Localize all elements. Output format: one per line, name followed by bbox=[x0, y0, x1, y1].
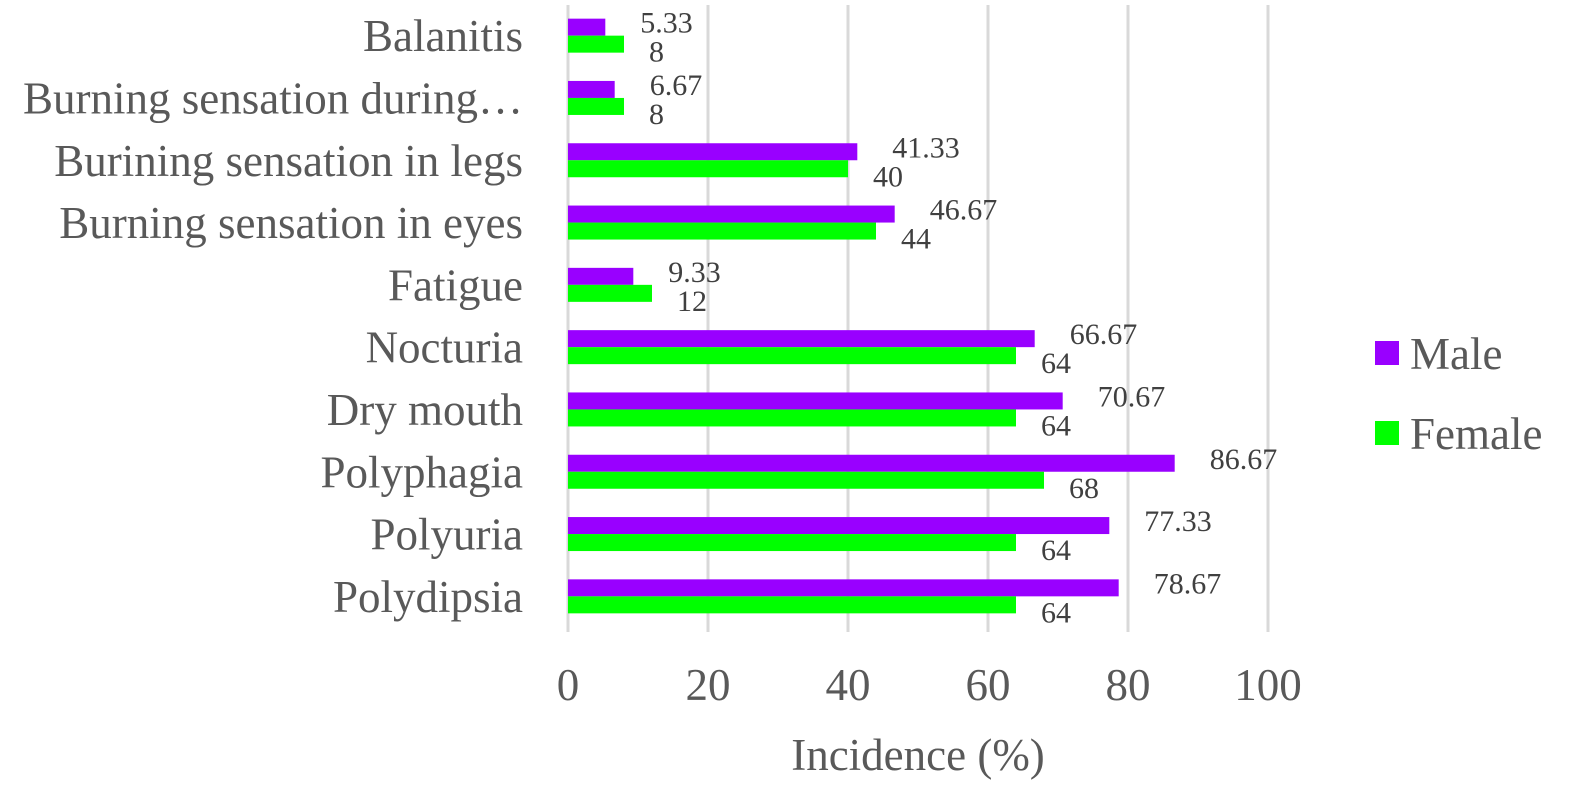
legend: Male Female bbox=[1375, 329, 1542, 459]
data-label-female: 40 bbox=[873, 160, 903, 193]
bar-female bbox=[568, 596, 1016, 614]
bar-male bbox=[568, 330, 1035, 348]
data-label-female: 64 bbox=[1041, 534, 1071, 567]
category-label: Polyphagia bbox=[321, 447, 524, 497]
x-tick-label: 20 bbox=[686, 660, 731, 710]
category-label: Burining sensation in legs bbox=[54, 136, 523, 186]
bar-male bbox=[568, 205, 895, 223]
bar-male bbox=[568, 454, 1175, 472]
category-label: Polydipsia bbox=[333, 572, 523, 622]
data-label-male: 41.33 bbox=[892, 131, 960, 164]
bar-male bbox=[568, 18, 606, 36]
bar-male bbox=[568, 267, 634, 285]
category-label: Burning sensation in eyes bbox=[59, 198, 523, 248]
data-label-female: 68 bbox=[1069, 472, 1099, 505]
category-label: Fatigue bbox=[388, 260, 523, 310]
category-label: Burning sensation during… bbox=[23, 73, 523, 123]
data-label-female: 64 bbox=[1041, 596, 1071, 629]
x-tick-label: 60 bbox=[966, 660, 1011, 710]
data-label-female: 8 bbox=[649, 98, 664, 131]
legend-swatch-male bbox=[1375, 341, 1399, 365]
category-label: Polyuria bbox=[371, 510, 524, 560]
data-label-female: 64 bbox=[1041, 347, 1071, 380]
category-label: Nocturia bbox=[366, 323, 523, 373]
data-label-female: 44 bbox=[901, 223, 931, 256]
data-labels: 5.3386.67841.334046.67449.331266.676470.… bbox=[640, 7, 1277, 630]
category-labels: Balanitis Burning sensation during… Burini… bbox=[23, 11, 523, 622]
bar-female bbox=[568, 409, 1016, 427]
legend-label-female: Female bbox=[1410, 409, 1542, 459]
data-label-male: 70.67 bbox=[1098, 380, 1166, 413]
bar-male bbox=[568, 80, 615, 98]
bar-female bbox=[568, 347, 1016, 365]
bar-male bbox=[568, 579, 1119, 597]
x-tick-label: 40 bbox=[826, 660, 871, 710]
bar-male bbox=[568, 517, 1110, 535]
legend-swatch-female bbox=[1375, 421, 1399, 445]
data-label-male: 46.67 bbox=[930, 194, 998, 227]
bars bbox=[568, 18, 1175, 614]
x-axis-title: Incidence (%) bbox=[791, 730, 1045, 780]
data-label-female: 8 bbox=[649, 36, 664, 69]
data-label-male: 6.67 bbox=[650, 69, 703, 102]
legend-label-male: Male bbox=[1410, 329, 1502, 379]
x-tick-label: 80 bbox=[1106, 660, 1151, 710]
category-label: Balanitis bbox=[363, 11, 523, 61]
x-tick-labels: 0 20 40 60 80 100 bbox=[557, 660, 1302, 710]
data-label-male: 78.67 bbox=[1154, 567, 1222, 600]
data-label-male: 86.67 bbox=[1210, 443, 1278, 476]
data-label-female: 64 bbox=[1041, 409, 1071, 442]
x-tick-label: 100 bbox=[1234, 660, 1302, 710]
bar-female bbox=[568, 222, 876, 240]
bar-female bbox=[568, 284, 652, 302]
x-tick-label: 0 bbox=[557, 660, 580, 710]
bar-female bbox=[568, 471, 1044, 489]
data-label-male: 77.33 bbox=[1144, 505, 1212, 538]
bar-female bbox=[568, 97, 624, 115]
data-label-male: 9.33 bbox=[668, 256, 721, 289]
bar-female bbox=[568, 534, 1016, 552]
bar-male bbox=[568, 392, 1063, 410]
data-label-male: 5.33 bbox=[640, 7, 693, 40]
data-label-female: 12 bbox=[677, 285, 707, 318]
bar-male bbox=[568, 143, 858, 161]
bar-female bbox=[568, 160, 848, 178]
bar-female bbox=[568, 35, 624, 53]
data-label-male: 66.67 bbox=[1070, 318, 1138, 351]
category-label: Dry mouth bbox=[327, 385, 523, 435]
